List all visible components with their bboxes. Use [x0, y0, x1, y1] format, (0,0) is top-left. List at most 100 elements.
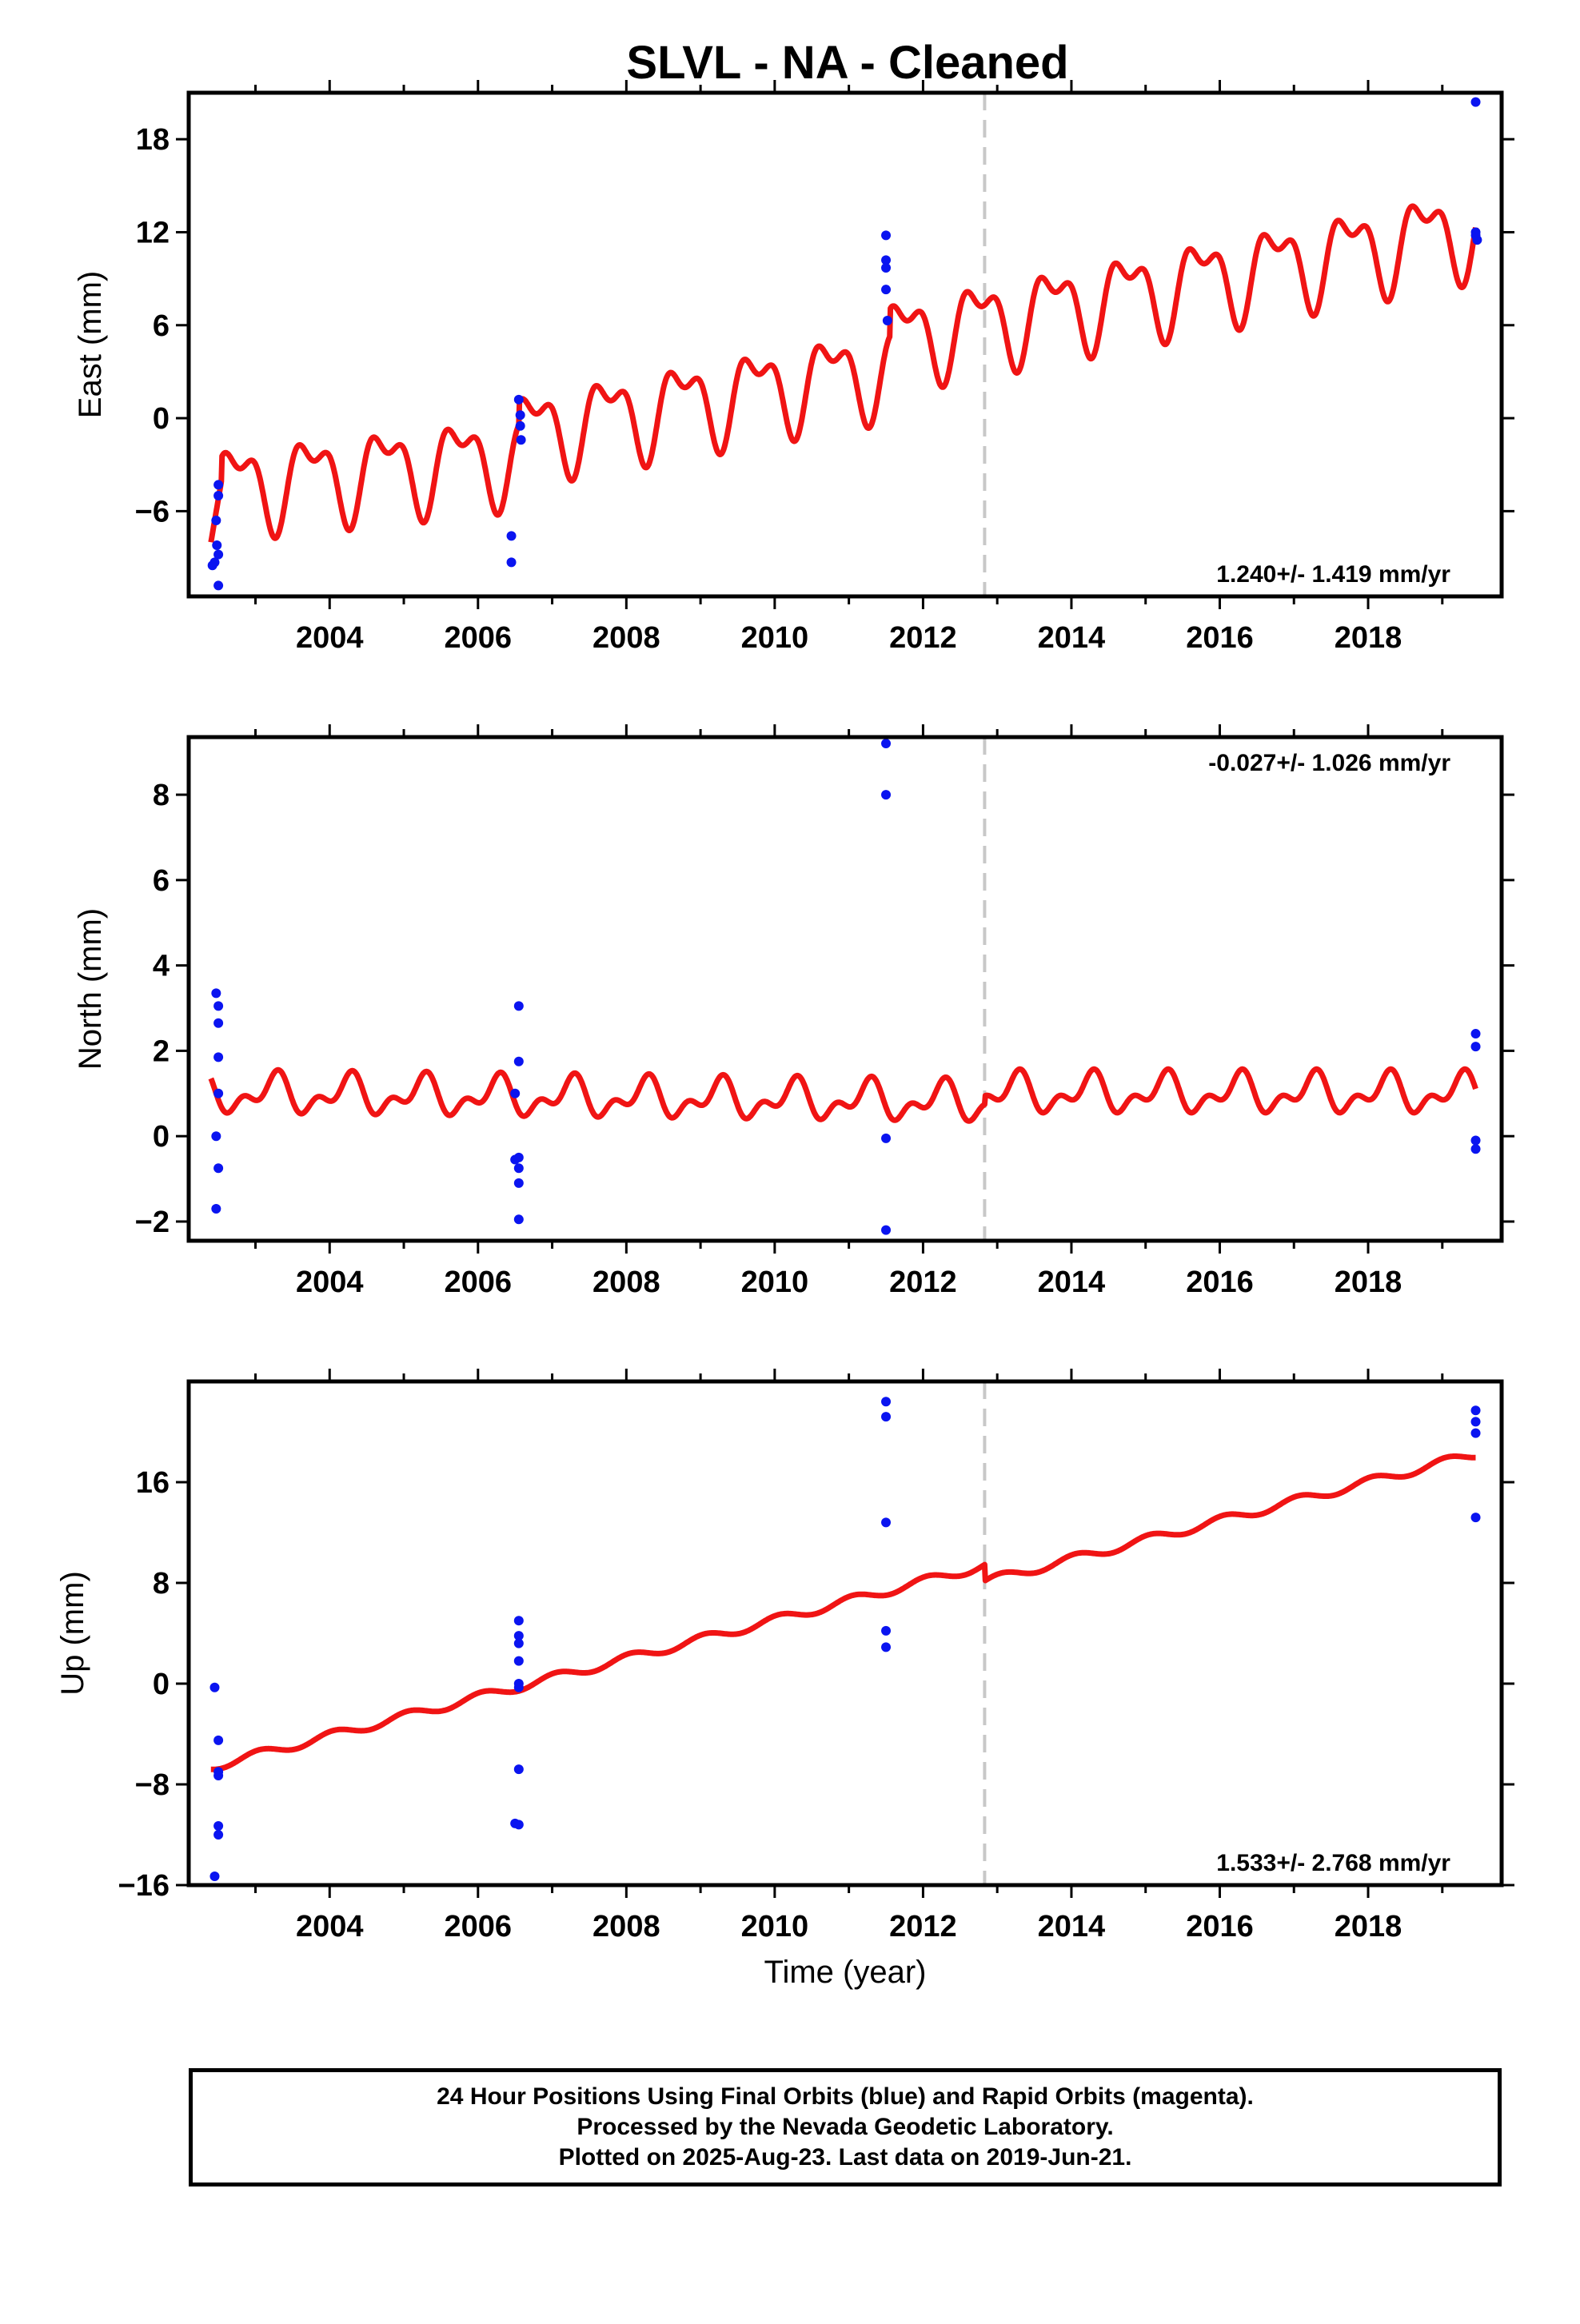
- x-tick-label: 2010: [741, 1910, 809, 1943]
- final-orbit-point: [881, 1642, 892, 1652]
- final-orbit-point: [213, 549, 224, 560]
- model-fit-line: [208, 1066, 1478, 1124]
- x-tick-label: 2012: [889, 621, 957, 655]
- final-orbit-point: [881, 230, 892, 241]
- x-tick-label: 2016: [1186, 621, 1254, 655]
- y-tick-label: 12: [136, 216, 170, 249]
- final-orbit-point: [209, 1682, 220, 1692]
- x-tick-label: 2010: [741, 1266, 809, 1299]
- x-tick-label: 2012: [889, 1266, 957, 1299]
- final-orbit-point: [1470, 1417, 1481, 1427]
- x-tick-label: 2008: [592, 1910, 660, 1943]
- x-tick-label: 2006: [445, 1266, 513, 1299]
- y-tick-label: 0: [153, 1120, 170, 1154]
- x-tick-label: 2018: [1335, 1266, 1402, 1299]
- y-tick-label: 6: [153, 864, 170, 898]
- final-orbit-point: [213, 1770, 224, 1780]
- x-tick-label: 2010: [741, 621, 809, 655]
- model-fit-line: [208, 203, 1478, 543]
- final-orbit-point: [1470, 1428, 1481, 1438]
- final-orbit-point: [213, 1001, 224, 1011]
- final-orbit-point: [506, 557, 517, 568]
- y-tick-label: 8: [153, 779, 170, 812]
- final-orbit-point: [515, 421, 525, 431]
- y-axis-title: Up (mm): [55, 1571, 90, 1696]
- final-orbit-point: [513, 1682, 524, 1692]
- rate-label: 1.533+/- 2.768 mm/yr: [1216, 1850, 1450, 1876]
- final-orbit-point: [881, 1133, 892, 1143]
- final-orbit-point: [213, 580, 224, 591]
- y-tick-label: −2: [135, 1206, 170, 1239]
- final-orbit-point: [513, 1001, 524, 1011]
- final-orbit-point: [211, 988, 221, 999]
- final-orbit-point: [881, 739, 892, 749]
- y-tick-label: 0: [153, 402, 170, 436]
- final-orbit-point: [1470, 97, 1481, 107]
- x-tick-label: 2018: [1335, 1910, 1402, 1943]
- panel-east: 2004 2006 2008 2010 2012 2014 2016 2018 −6 0 6 12 18…: [73, 80, 1514, 655]
- plot-frame: [186, 1379, 1504, 1888]
- figure-title: SLVL - NA - Cleaned: [626, 37, 1068, 89]
- x-tick-label: 2004: [296, 621, 364, 655]
- final-orbit-point: [881, 263, 892, 273]
- final-orbit-point: [1470, 1144, 1481, 1154]
- x-tick-label: 2016: [1186, 1266, 1254, 1299]
- y-tick-label: −16: [118, 1869, 170, 1903]
- final-orbit-point: [881, 1225, 892, 1235]
- y-tick-label: 18: [136, 123, 170, 157]
- final-orbit-point: [211, 1131, 221, 1142]
- panel-up: 2004 2006 2008 2010 2012 2014 2016 2018 −16 −8 0 8 1…: [55, 1369, 1514, 1990]
- final-orbit-point: [510, 1088, 521, 1098]
- final-orbit-point: [213, 1052, 224, 1062]
- final-orbit-point: [213, 1830, 224, 1840]
- final-orbit-point: [211, 1203, 221, 1214]
- x-tick-label: 2016: [1186, 1910, 1254, 1943]
- x-tick-label: 2008: [592, 1266, 660, 1299]
- final-orbit-point: [209, 1871, 220, 1881]
- x-tick-label: 2014: [1038, 621, 1106, 655]
- footer-line-dates: Plotted on 2025-Aug-23. Last data on 201…: [558, 2144, 1132, 2171]
- final-orbit-point: [1470, 1042, 1481, 1052]
- footer-line-processor: Processed by the Nevada Geodetic Laborat…: [577, 2114, 1114, 2140]
- final-orbit-point: [213, 1820, 224, 1831]
- final-orbit-point: [213, 1088, 224, 1098]
- y-tick-label: 0: [153, 1668, 170, 1701]
- y-tick-label: 16: [136, 1466, 170, 1500]
- panel-north: 2004 2006 2008 2010 2012 2014 2016 2018 −2 0 2 4 6 8 N…: [73, 724, 1514, 1299]
- final-orbit-point: [513, 1820, 524, 1830]
- x-tick-label: 2006: [445, 621, 513, 655]
- final-orbit-point: [513, 1163, 524, 1174]
- rate-label: 1.240+/- 1.419 mm/yr: [1216, 561, 1450, 588]
- final-orbit-point: [513, 1178, 524, 1188]
- final-orbit-point: [881, 285, 892, 295]
- final-orbit-point: [510, 1154, 521, 1165]
- x-tick-label: 2004: [296, 1266, 364, 1299]
- x-tick-label: 2004: [296, 1910, 364, 1943]
- final-orbit-point: [1470, 1135, 1481, 1146]
- final-orbit-point: [513, 1638, 524, 1648]
- final-orbit-point: [1470, 1405, 1481, 1416]
- final-orbit-point: [213, 491, 224, 500]
- final-orbit-point: [513, 1631, 524, 1641]
- plot-frame: [186, 735, 1504, 1243]
- final-orbit-point: [516, 435, 526, 445]
- y-tick-label: 4: [153, 950, 170, 983]
- x-tick-label: 2014: [1038, 1266, 1106, 1299]
- final-orbit-point: [881, 1517, 892, 1528]
- footer-caption-box: 24 Hour Positions Using Final Orbits (bl…: [189, 2068, 1502, 2186]
- final-orbit-point: [513, 1616, 524, 1626]
- model-fit-line: [209, 1453, 1478, 1772]
- x-tick-label: 2006: [445, 1910, 513, 1943]
- final-orbit-point: [881, 1625, 892, 1636]
- final-orbit-point: [213, 1018, 224, 1028]
- x-tick-label: 2014: [1038, 1910, 1106, 1943]
- y-tick-label: 6: [153, 309, 170, 343]
- final-orbit-point: [1470, 1513, 1481, 1523]
- final-orbit-point: [1472, 235, 1482, 245]
- y-tick-label: −8: [135, 1768, 170, 1802]
- rate-label: -0.027+/- 1.026 mm/yr: [1208, 750, 1450, 776]
- x-tick-label: 2012: [889, 1910, 957, 1943]
- final-orbit-point: [881, 1397, 892, 1407]
